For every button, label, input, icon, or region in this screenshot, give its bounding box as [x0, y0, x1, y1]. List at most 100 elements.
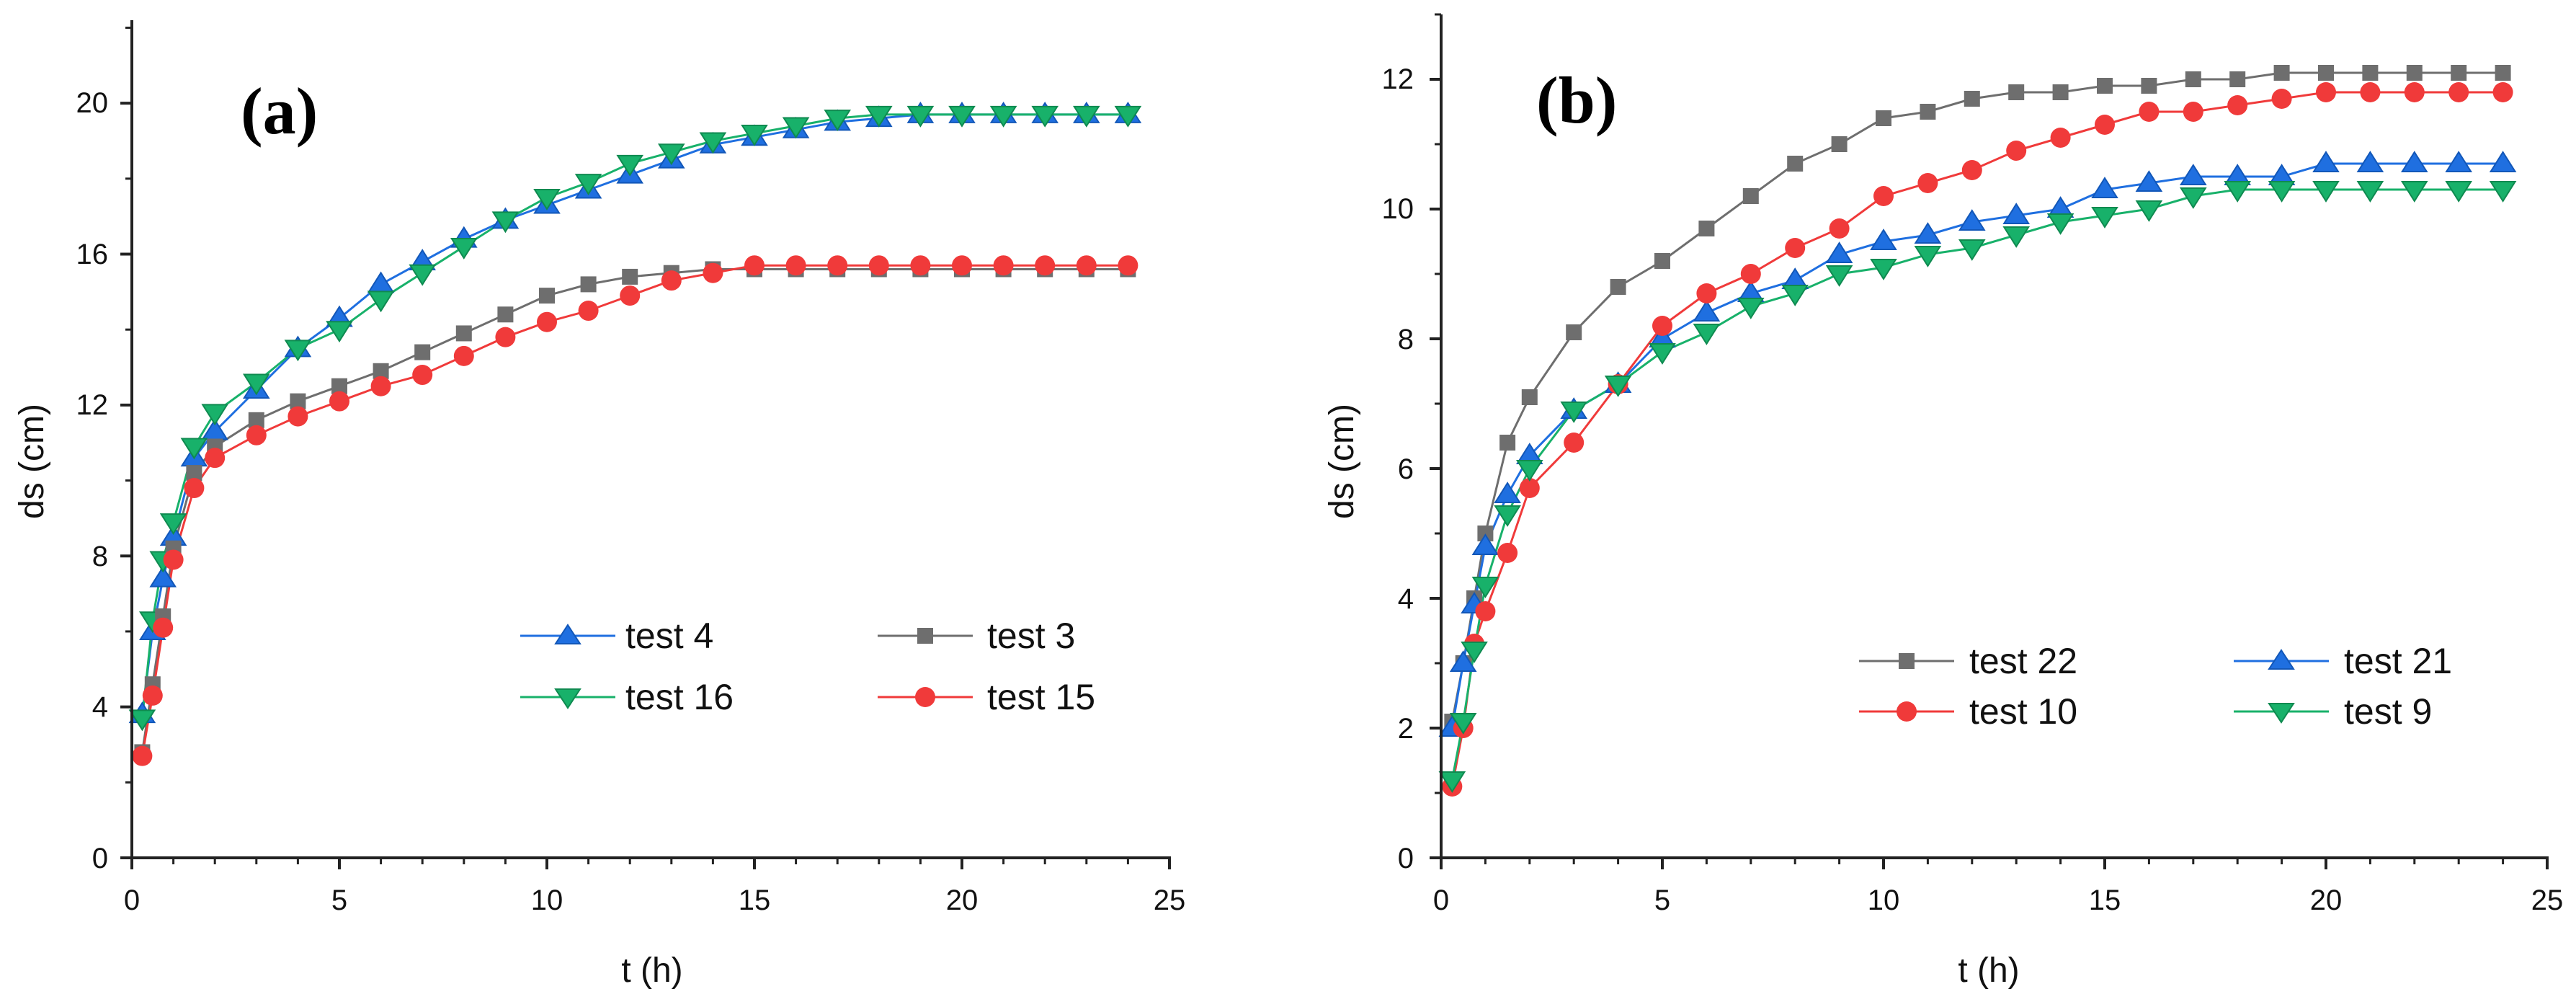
data-point-test-15: [246, 425, 267, 445]
data-point-test-16: [948, 105, 976, 128]
data-point-test-10: [1917, 173, 1938, 193]
data-point-test-10: [1475, 601, 1496, 621]
x-tick-label: 15: [739, 884, 771, 916]
data-point-test-22: [1831, 136, 1848, 152]
legend-entry-test-22: test 22: [1859, 641, 2077, 681]
legend-entry-test-3: test 3: [878, 616, 1075, 656]
data-point-test-9: [1649, 343, 1676, 365]
axis-ticks-a: [120, 26, 1171, 869]
data-point-test-9: [1438, 771, 1466, 793]
data-point-test-16: [491, 211, 520, 234]
circle-marker-icon: [1897, 701, 1917, 722]
data-point-test-10: [1696, 283, 1717, 303]
x-tick-label: 20: [946, 884, 979, 916]
data-point-test-21: [2400, 151, 2428, 172]
legend-entry-test-16: test 16: [520, 677, 734, 717]
data-point-test-16: [242, 373, 270, 396]
data-point-test-15: [661, 270, 682, 291]
data-point-test-3: [539, 288, 555, 304]
data-point-test-21: [2135, 170, 2163, 192]
data-point-test-22: [1964, 91, 1980, 107]
data-point-test-9: [2046, 213, 2074, 235]
data-point-test-9: [2135, 200, 2163, 222]
data-point-test-16: [865, 105, 893, 128]
data-point-test-10: [2448, 82, 2469, 102]
data-point-test-9: [2445, 181, 2473, 203]
data-point-test-15: [1118, 255, 1138, 276]
y-tick-label: 4: [92, 691, 108, 723]
data-point-test-9: [2489, 181, 2517, 203]
x-tick-labels-a: 0 5 10 15 20 25: [124, 884, 1185, 916]
data-point-test-22: [2185, 71, 2201, 87]
data-point-test-10: [1961, 160, 1982, 180]
data-point-test-15: [620, 285, 641, 306]
y-tick-label: 8: [1398, 324, 1414, 355]
data-point-test-9: [1515, 460, 1543, 482]
panel-a: 0 5 10 15 20 25 0 4 8 12 16 20 t (h) ds …: [13, 20, 1185, 990]
data-point-test-9: [1825, 265, 1853, 287]
data-point-test-3: [580, 276, 597, 293]
y-tick-label: 6: [1398, 453, 1414, 485]
legend-label: test 16: [625, 677, 734, 717]
series-line-test-9: [1450, 188, 2503, 781]
data-point-test-21: [2002, 203, 2031, 224]
data-point-test-9: [2002, 226, 2031, 248]
data-point-test-16: [201, 404, 229, 426]
data-point-test-16: [180, 438, 208, 460]
data-point-test-21: [1825, 241, 1853, 263]
data-point-test-15: [153, 617, 174, 638]
data-point-test-15: [537, 311, 557, 332]
data-point-test-22: [1499, 435, 1516, 451]
data-point-test-22: [2229, 71, 2246, 87]
data-point-test-10: [1564, 433, 1585, 453]
x-tick-label: 0: [1433, 884, 1449, 916]
data-point-test-15: [744, 255, 765, 276]
data-point-test-9: [2356, 181, 2384, 203]
data-point-test-21: [1471, 533, 1499, 555]
data-point-test-15: [952, 255, 972, 276]
data-point-test-10: [2492, 82, 2513, 102]
data-point-test-3: [373, 363, 389, 379]
x-tick-label: 5: [1654, 884, 1670, 916]
legend-label: test 21: [2344, 641, 2452, 681]
legend-entry-test-15: test 15: [878, 677, 1095, 717]
data-point-test-3: [622, 268, 638, 285]
data-point-test-22: [1876, 110, 1891, 126]
plot-area-b: [1438, 65, 2517, 797]
y-tick-label: 2: [1398, 713, 1414, 745]
data-point-test-21: [2179, 164, 2207, 185]
data-point-test-22: [1477, 526, 1494, 541]
data-point-test-22: [1521, 389, 1538, 405]
legend-entry-test-10: test 10: [1859, 691, 2077, 732]
data-point-test-3: [248, 412, 264, 428]
data-point-test-16: [989, 105, 1017, 128]
x-tick-label: 20: [2310, 884, 2343, 916]
data-point-test-9: [1461, 642, 1488, 663]
series-markers-b: [1438, 65, 2517, 797]
data-point-test-10: [2095, 115, 2115, 135]
series-line-test-16: [141, 113, 1128, 719]
data-point-test-21: [1958, 209, 1986, 231]
data-point-test-10: [1497, 543, 1518, 563]
data-point-test-22: [2141, 78, 2157, 94]
legend-label: test 9: [2344, 691, 2432, 732]
data-point-test-15: [1076, 255, 1097, 276]
data-point-test-21: [1494, 482, 1521, 503]
x-axis-label-b: t (h): [1958, 952, 2019, 990]
panel-b: 0 5 10 15 20 25 0 2 4 6 8 10 12 t (h) ds…: [1323, 13, 2563, 990]
data-point-test-9: [2224, 181, 2252, 203]
data-point-test-22: [2097, 78, 2113, 94]
data-point-test-15: [703, 262, 723, 283]
data-point-test-9: [1494, 505, 1521, 527]
data-point-test-16: [906, 105, 935, 128]
data-point-test-22: [2495, 65, 2511, 81]
panel-label-a: (a): [241, 74, 318, 148]
data-point-test-16: [533, 189, 561, 210]
y-tick-label: 0: [1398, 843, 1414, 874]
data-point-test-16: [1114, 105, 1142, 128]
legend-label: test 22: [1969, 641, 2077, 681]
legend-a: test 4 test 3 test 16 test 15: [520, 616, 1095, 717]
triangle-up-marker-icon: [554, 624, 581, 644]
data-point-test-4: [149, 565, 177, 588]
data-point-test-10: [2139, 102, 2160, 122]
